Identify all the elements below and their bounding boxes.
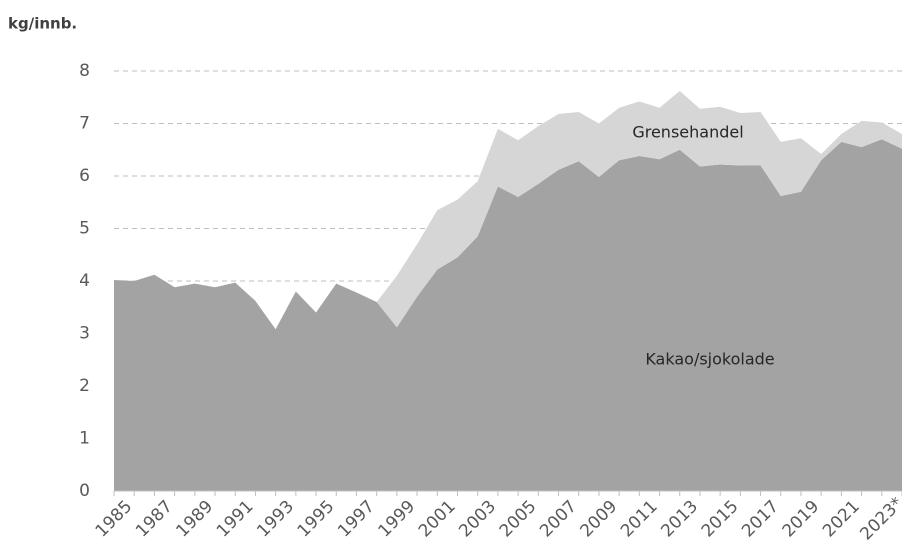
x-tick-label: 2001: [415, 497, 460, 542]
x-tick-label: 2013: [657, 497, 702, 542]
x-tick-label: 1993: [253, 497, 298, 542]
x-tick-label: 1985: [92, 497, 137, 542]
y-tick-label: 5: [79, 219, 90, 239]
area: [114, 90, 902, 330]
x-tick-label: 1991: [213, 497, 258, 542]
x-tick-label: 1999: [375, 497, 420, 542]
x-tick-label: 2021: [819, 497, 864, 542]
x-tick-label: 2009: [577, 497, 622, 542]
y-tick-label: 0: [79, 481, 90, 501]
y-tick-label: 3: [79, 324, 90, 344]
x-tick-label: 1989: [172, 497, 217, 542]
y-tick-label: 8: [79, 61, 90, 81]
y-tick-label: 1: [79, 429, 90, 449]
series-label: Kakao/sjokolade: [645, 350, 774, 369]
x-tick-label: 2023*: [856, 494, 902, 545]
x-tick-label: 1995: [294, 497, 339, 542]
area: [114, 139, 902, 491]
x-tick-label: 2011: [617, 497, 662, 542]
y-tick-label: 6: [79, 166, 90, 186]
x-tick-label: 1987: [132, 497, 177, 542]
x-tick-label: 2007: [536, 497, 581, 542]
x-tick-label: 1997: [334, 497, 379, 542]
y-tick-label: 2: [79, 376, 90, 396]
series-label: Grensehandel: [632, 123, 743, 142]
x-tick-label: 2003: [455, 497, 500, 542]
x-tick-label: 2019: [779, 497, 824, 542]
x-tick-label: 2015: [698, 497, 743, 542]
x-tick-label: 2005: [496, 497, 541, 542]
x-tick-label: 2017: [738, 497, 783, 542]
y-tick-label: 4: [79, 271, 90, 291]
y-tick-label: 7: [79, 114, 90, 134]
y-axis-label: kg/innb.: [8, 15, 77, 33]
